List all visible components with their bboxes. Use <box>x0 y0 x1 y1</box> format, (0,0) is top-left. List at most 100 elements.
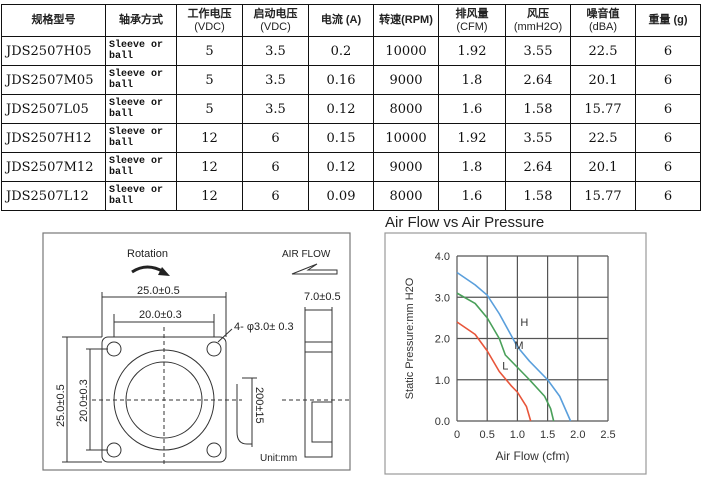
value-cell: 8000 <box>373 94 439 124</box>
curve-label: M <box>514 340 523 352</box>
column-header: 启动电压 (VDC) <box>242 4 309 37</box>
table-row: JDS2507H12 Sleeve or ball 12 6 0.15 10000 1.92… <box>1 123 701 153</box>
model-cell: JDS2507H05 <box>1 36 106 66</box>
value-cell: 22.5 <box>570 123 636 153</box>
y-tick-label: 3.0 <box>435 292 450 304</box>
column-header: 轴承方式 <box>105 4 177 37</box>
value-cell: 1.92 <box>438 123 506 153</box>
series-line-L <box>456 321 532 422</box>
value-cell: 1.58 <box>505 94 571 124</box>
column-header: 重量 (g) <box>635 4 701 37</box>
x-tick-label: 0.5 <box>480 429 495 441</box>
height-inner-dim: 20.0±0.3 <box>78 379 90 422</box>
header-label: 规格型号 <box>31 14 76 26</box>
y-tick-label: 2.0 <box>435 334 450 346</box>
header-unit: (VDC) <box>194 20 225 33</box>
header-label: 转速(RPM) <box>379 14 433 26</box>
model-cell: JDS2507H12 <box>1 123 106 153</box>
value-cell: 15.77 <box>570 94 636 124</box>
model-cell: JDS2507L12 <box>1 181 106 211</box>
model-cell: JDS2507M12 <box>1 152 106 182</box>
width-inner-dim: 20.0±0.3 <box>139 309 182 321</box>
value-cell: 20.1 <box>570 65 636 95</box>
value-cell: 1.92 <box>438 36 506 66</box>
bearing-cell: Sleeve or ball <box>105 181 177 211</box>
x-tick-label: 2.0 <box>570 429 585 441</box>
value-cell: 6 <box>635 94 701 124</box>
y-tick-label: 1.0 <box>435 375 450 387</box>
value-cell: 6 <box>242 152 309 182</box>
header-label: 轴承方式 <box>119 14 163 26</box>
header-unit: (CFM) <box>456 20 488 33</box>
value-cell: 9000 <box>373 152 439 182</box>
value-cell: 12 <box>176 181 243 211</box>
value-cell: 0.2 <box>308 36 374 66</box>
value-cell: 1.6 <box>438 94 506 124</box>
x-tick-label: 1.5 <box>540 429 555 441</box>
value-cell: 9000 <box>373 65 439 95</box>
value-cell: 3.5 <box>242 65 309 95</box>
value-cell: 5 <box>176 94 243 124</box>
value-cell: 5 <box>176 65 243 95</box>
value-cell: 3.55 <box>505 36 571 66</box>
height-outer-dim: 25.0±0.5 <box>55 384 67 427</box>
spec-table: 规格型号 轴承方式 工作电压 (VDC) 启动电压 (VDC) 电流 (A) 转速(RPM) 排… <box>1 4 701 211</box>
value-cell: 6 <box>635 36 701 66</box>
value-cell: 3.55 <box>505 123 571 153</box>
column-header: 转速(RPM) <box>373 4 439 37</box>
value-cell: 0.16 <box>308 65 374 95</box>
value-cell: 8000 <box>373 181 439 211</box>
header-label: 启动电压 <box>253 7 298 20</box>
series-line-H <box>456 271 572 422</box>
value-cell: 6 <box>635 181 701 211</box>
column-header: 噪音值 (dBA) <box>570 4 636 37</box>
value-cell: 22.5 <box>570 36 636 66</box>
bearing-cell: Sleeve or ball <box>105 36 177 66</box>
value-cell: 1.58 <box>505 181 571 211</box>
rotation-arrow-icon <box>131 265 165 274</box>
value-cell: 6 <box>635 152 701 182</box>
value-cell: 6 <box>635 123 701 153</box>
header-label: 重量 (g) <box>648 14 688 26</box>
value-cell: 10000 <box>373 36 439 66</box>
value-cell: 20.1 <box>570 152 636 182</box>
header-label: 排风量 <box>455 7 489 20</box>
column-header: 规格型号 <box>1 4 106 37</box>
header-label: 风压 <box>527 7 549 20</box>
hole-dim: 4- φ3.0± 0.3 <box>234 321 294 333</box>
header-label: 噪音值 <box>586 7 620 20</box>
column-header: 工作电压 (VDC) <box>176 4 243 37</box>
airflow-label: AIR FLOW <box>282 249 331 260</box>
table-row: JDS2507L12 Sleeve or ball 12 6 0.09 8000 1.6 1.… <box>1 181 701 211</box>
value-cell: 1.6 <box>438 181 506 211</box>
value-cell: 0.12 <box>308 94 374 124</box>
y-tick-label: 0.0 <box>435 416 450 428</box>
value-cell: 0.12 <box>308 152 374 182</box>
value-cell: 3.5 <box>242 36 309 66</box>
column-header: 风压 (mmH2O) <box>505 4 571 37</box>
y-tick-label: 4.0 <box>435 251 450 263</box>
value-cell: 12 <box>176 152 243 182</box>
airflow-arrow-icon <box>291 263 338 275</box>
model-cell: JDS2507M05 <box>1 65 106 95</box>
value-cell: 3.5 <box>242 94 309 124</box>
bearing-cell: Sleeve or ball <box>105 152 177 182</box>
value-cell: 6 <box>635 65 701 95</box>
x-axis-label: Air Flow (cfm) <box>496 449 570 463</box>
model-cell: JDS2507L05 <box>1 94 106 124</box>
value-cell: 5 <box>176 36 243 66</box>
x-tick-label: 2.5 <box>600 429 615 441</box>
bearing-cell: Sleeve or ball <box>105 65 177 95</box>
header-unit: (VDC) <box>260 20 291 33</box>
column-header: 电流 (A) <box>308 4 374 37</box>
value-cell: 6 <box>242 181 309 211</box>
rotation-label: Rotation <box>127 248 168 260</box>
lead-length-dim: 200±15 <box>253 387 265 424</box>
table-row: JDS2507M05 Sleeve or ball 5 3.5 0.16 9000 1.8 2… <box>1 65 701 95</box>
depth-dim: 7.0±0.5 <box>304 291 341 303</box>
curve-label: H <box>520 317 528 329</box>
table-row: JDS2507L05 Sleeve or ball 5 3.5 0.12 8000 1.6 1… <box>1 94 701 124</box>
header-unit: (dBA) <box>588 20 618 33</box>
value-cell: 2.64 <box>505 65 571 95</box>
value-cell: 0.09 <box>308 181 374 211</box>
